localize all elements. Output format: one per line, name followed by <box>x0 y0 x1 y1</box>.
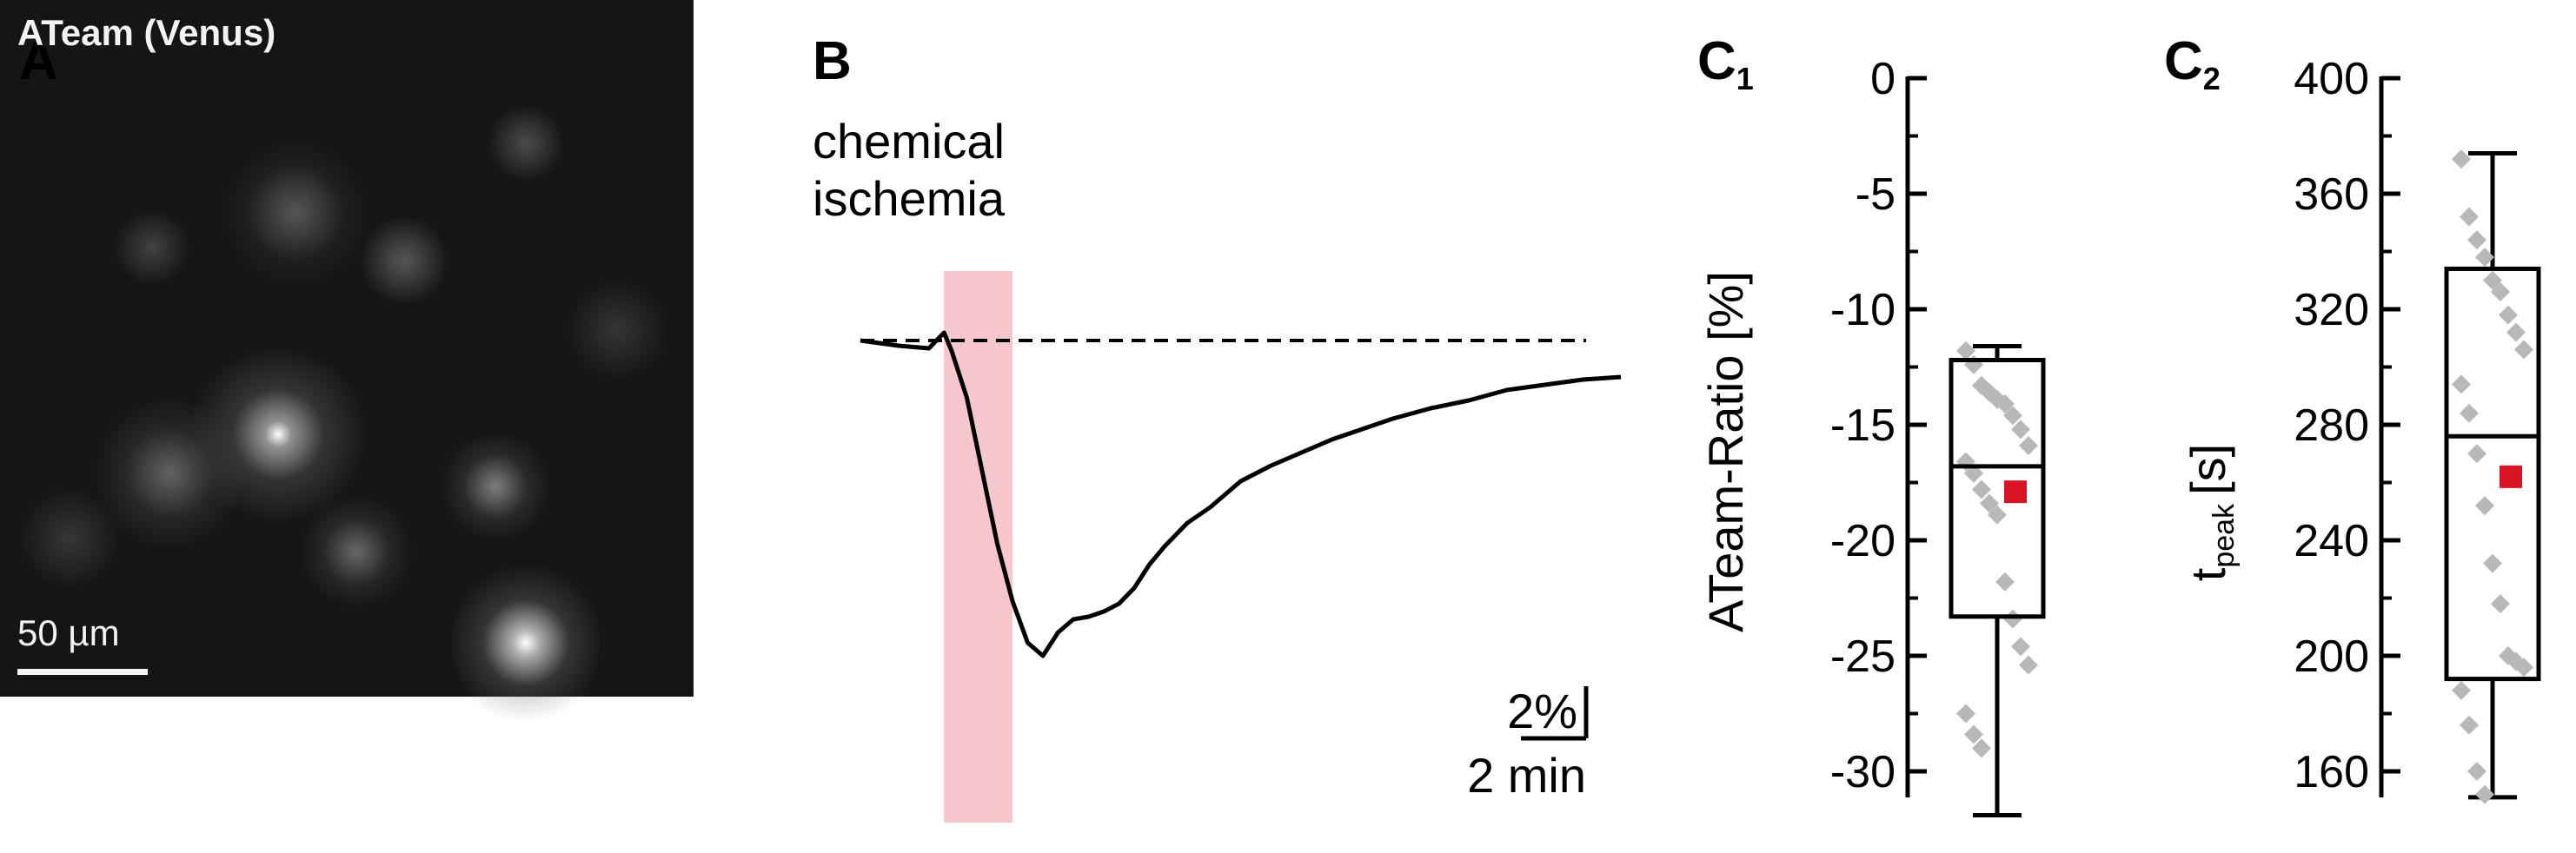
data-point-c2 <box>2499 305 2518 325</box>
y-tick-label-c1: -30 <box>1830 747 1895 797</box>
data-point-c1 <box>2003 609 2022 629</box>
stimulus-label-line1: chemical <box>813 114 1005 169</box>
data-point-c2 <box>2514 658 2533 678</box>
mean-marker-c2 <box>2500 465 2522 488</box>
stimulus-label-line2: ischemia <box>813 171 1005 226</box>
scale-bar <box>17 669 148 675</box>
data-point-c2 <box>2452 149 2471 169</box>
data-point-c2 <box>2506 322 2526 342</box>
y-tick-label-c1: 0 <box>1870 54 1895 104</box>
data-point-c2 <box>2483 270 2502 290</box>
data-point-c1 <box>1980 493 1999 513</box>
panel-letter-c2: C2 <box>2164 31 2221 96</box>
box-plot-c1: 0 -5 -10 -15 -20 -25 -30 <box>1830 54 2046 818</box>
data-point-c1 <box>2019 655 2038 675</box>
y-axis-label-c1: ATeam-Ratio [%] <box>1698 271 1753 632</box>
data-point-c1 <box>2019 435 2038 455</box>
y-tick-label-c1: -15 <box>1830 400 1895 451</box>
data-point-c1 <box>1964 724 1983 744</box>
data-point-c2 <box>2491 282 2510 302</box>
y-tick-label-c2: 160 <box>2294 747 2369 797</box>
data-point-c1 <box>1995 394 2015 414</box>
y-tick-label-c2: 280 <box>2294 400 2369 451</box>
data-point-c2 <box>2467 444 2486 464</box>
data-point-c1 <box>2011 637 2030 657</box>
y-tick-label-c2: 320 <box>2294 285 2369 335</box>
data-point-c1 <box>1972 738 1991 758</box>
data-point-c1 <box>2003 406 2022 426</box>
y-tick-label-c2: 400 <box>2294 54 2369 104</box>
data-point-c2 <box>2483 553 2502 573</box>
panel-letter-c1: C1 <box>1697 31 1754 96</box>
data-point-c1 <box>2011 420 2030 440</box>
micrograph-title: ATeam (Venus) <box>17 12 276 53</box>
iqr-box-c2 <box>2444 266 2541 682</box>
data-point-c2 <box>2467 230 2486 250</box>
y-tick-label-c2: 200 <box>2294 631 2369 682</box>
data-point-c2 <box>2475 784 2494 804</box>
data-point-c1 <box>1995 572 2015 592</box>
y-tick-label-c1: -20 <box>1830 516 1895 566</box>
iqr-box-c1 <box>1949 358 2046 619</box>
data-point-c2 <box>2460 715 2479 735</box>
y-tick-label-c2: 360 <box>2294 169 2369 220</box>
y-tick-label-c1: -25 <box>1830 631 1895 682</box>
panel-letter-b: B <box>813 31 852 91</box>
y-tick-label-c1: -5 <box>1856 169 1895 220</box>
data-point-c2 <box>2452 680 2471 700</box>
scale-bar-x-label: 2 min <box>1467 748 1586 803</box>
y-axis-label-c2: tpeak[s] <box>2181 444 2241 581</box>
data-point-c1 <box>1956 704 1975 724</box>
data-point-c2 <box>2467 762 2486 781</box>
data-point-c2 <box>2452 374 2471 394</box>
data-point-c2 <box>2491 594 2510 614</box>
y-tick-label-c2: 240 <box>2294 516 2369 566</box>
data-point-c1 <box>1988 505 2007 525</box>
data-point-c1 <box>1972 479 1991 499</box>
y-tick-label-c1: -10 <box>1830 285 1895 335</box>
panel-letter-a: A <box>19 31 58 91</box>
data-point-c2 <box>2475 248 2494 268</box>
data-point-c2 <box>2514 340 2533 360</box>
data-point-c2 <box>2475 496 2494 516</box>
ateam-ratio-trace <box>860 330 1622 658</box>
fluorescence-micrograph: ATeam (Venus) 50 µm <box>0 0 694 730</box>
scale-bar-y-label: 2% <box>1507 684 1577 738</box>
data-point-c2 <box>2460 403 2479 423</box>
data-point-c2 <box>2460 207 2479 227</box>
data-point-c1 <box>1956 341 1975 360</box>
scale-bar-label: 50 µm <box>17 612 120 653</box>
mean-marker-c1 <box>2004 480 2027 504</box>
box-plot-c2: 160 200 240 280 320 360 400 <box>2294 54 2541 804</box>
